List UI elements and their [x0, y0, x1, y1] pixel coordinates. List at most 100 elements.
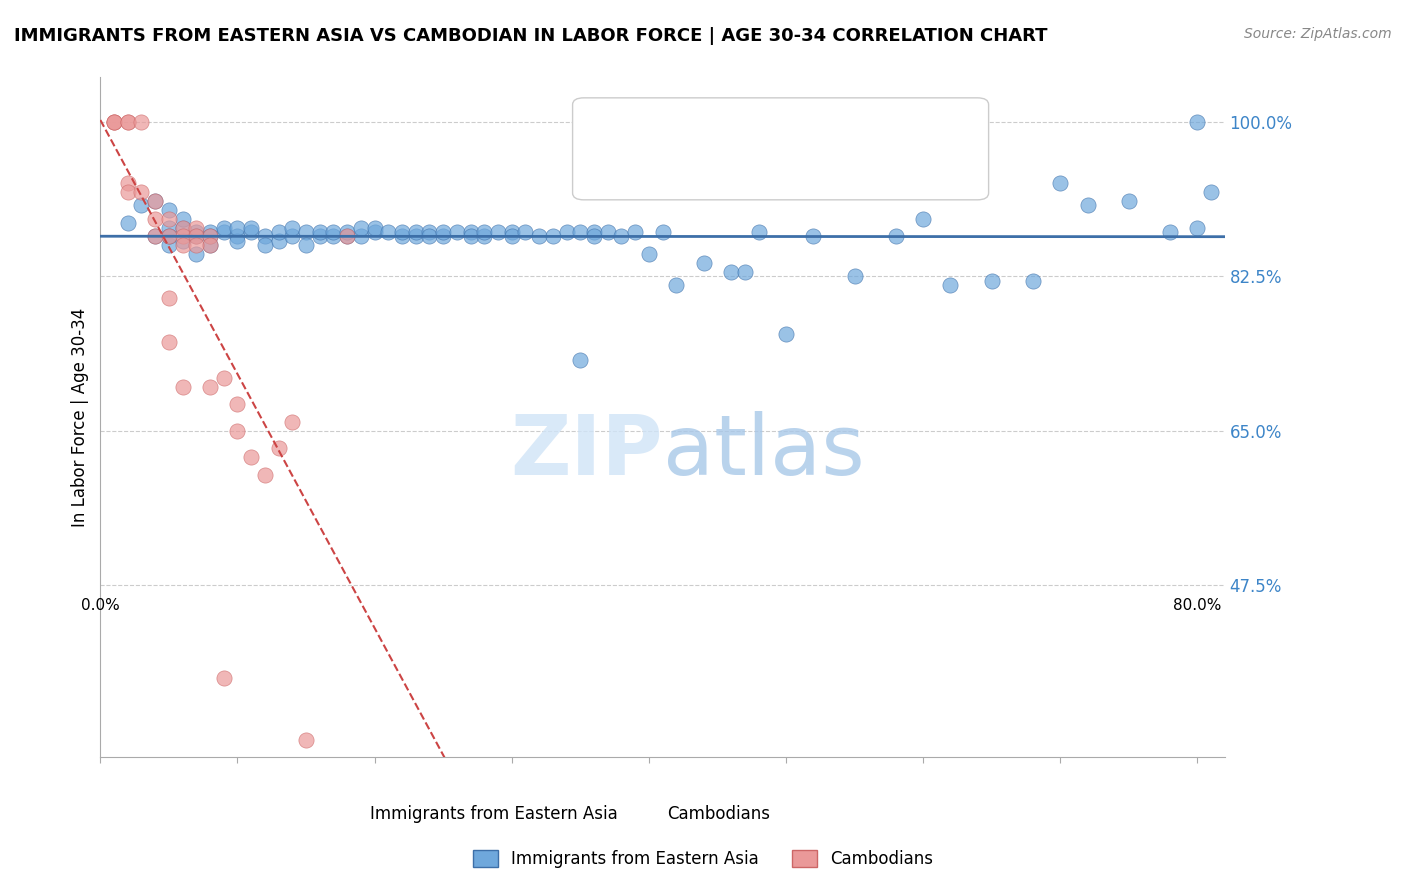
Point	[665, 277, 688, 292]
Point	[157, 220, 180, 235]
Point	[1118, 194, 1140, 208]
Point	[253, 238, 276, 252]
Point	[350, 220, 373, 235]
Point	[172, 234, 194, 248]
Point	[186, 229, 208, 244]
Point	[131, 198, 153, 212]
Point	[267, 442, 290, 456]
Point	[172, 211, 194, 226]
Point	[143, 229, 166, 244]
Point	[186, 220, 208, 235]
Point	[377, 225, 399, 239]
Point	[117, 114, 139, 128]
Text: IMMIGRANTS FROM EASTERN ASIA VS CAMBODIAN IN LABOR FORCE | AGE 30-34 CORRELATION: IMMIGRANTS FROM EASTERN ASIA VS CAMBODIA…	[14, 27, 1047, 45]
Point	[610, 229, 633, 244]
Point	[198, 238, 221, 252]
Point	[515, 225, 537, 239]
Point	[322, 225, 344, 239]
Point	[131, 114, 153, 128]
Point	[198, 225, 221, 239]
Point	[253, 229, 276, 244]
Point	[253, 467, 276, 482]
Point	[912, 211, 935, 226]
Point	[131, 186, 153, 200]
Point	[582, 225, 605, 239]
Text: Cambodians: Cambodians	[668, 805, 770, 823]
Y-axis label: In Labor Force | Age 30-34: In Labor Force | Age 30-34	[72, 308, 89, 527]
Point	[212, 671, 235, 685]
Point	[541, 229, 564, 244]
Point	[775, 326, 797, 341]
Point	[157, 335, 180, 350]
Text: Immigrants from Eastern Asia: Immigrants from Eastern Asia	[370, 805, 617, 823]
Point	[267, 234, 290, 248]
Text: 0.0%: 0.0%	[82, 598, 120, 613]
Point	[143, 211, 166, 226]
Point	[844, 269, 866, 284]
Point	[226, 397, 249, 411]
Point	[1077, 198, 1099, 212]
Point	[884, 229, 907, 244]
Point	[418, 225, 440, 239]
Point	[295, 732, 318, 747]
Point	[1049, 177, 1071, 191]
Point	[240, 450, 263, 465]
Point	[186, 238, 208, 252]
Point	[226, 234, 249, 248]
Point	[692, 256, 714, 270]
Point	[143, 194, 166, 208]
Point	[157, 291, 180, 305]
Point	[939, 277, 962, 292]
Point	[1159, 225, 1181, 239]
Text: Source: ZipAtlas.com: Source: ZipAtlas.com	[1244, 27, 1392, 41]
Point	[734, 265, 756, 279]
Point	[172, 238, 194, 252]
Point	[281, 229, 304, 244]
Point	[801, 229, 824, 244]
Point	[555, 225, 578, 239]
Text: 80.0%: 80.0%	[1173, 598, 1222, 613]
Point	[295, 238, 318, 252]
Point	[336, 225, 359, 239]
Point	[405, 229, 427, 244]
Point	[432, 229, 454, 244]
FancyBboxPatch shape	[572, 98, 988, 200]
Point	[582, 229, 605, 244]
Point	[460, 225, 482, 239]
Point	[391, 225, 413, 239]
Point	[501, 229, 523, 244]
Point	[637, 247, 659, 261]
Point	[157, 211, 180, 226]
Point	[226, 229, 249, 244]
Point	[186, 247, 208, 261]
Point	[501, 225, 523, 239]
Point	[569, 225, 592, 239]
Point	[226, 424, 249, 438]
Point	[198, 379, 221, 393]
Point	[172, 220, 194, 235]
Point	[322, 229, 344, 244]
Point	[240, 220, 263, 235]
Point	[624, 225, 647, 239]
Point	[527, 229, 550, 244]
Point	[472, 225, 495, 239]
Point	[651, 225, 673, 239]
Point	[281, 220, 304, 235]
Text: atlas: atlas	[662, 411, 865, 491]
Point	[569, 353, 592, 368]
Point	[226, 220, 249, 235]
Point	[157, 229, 180, 244]
Point	[596, 225, 619, 239]
Point	[1187, 220, 1209, 235]
Point	[336, 229, 359, 244]
Point	[172, 379, 194, 393]
Point	[198, 229, 221, 244]
Point	[720, 265, 742, 279]
Point	[143, 194, 166, 208]
Point	[432, 225, 454, 239]
Point	[472, 229, 495, 244]
Point	[1199, 186, 1222, 200]
Point	[363, 225, 385, 239]
Point	[363, 220, 385, 235]
Point	[980, 274, 1002, 288]
